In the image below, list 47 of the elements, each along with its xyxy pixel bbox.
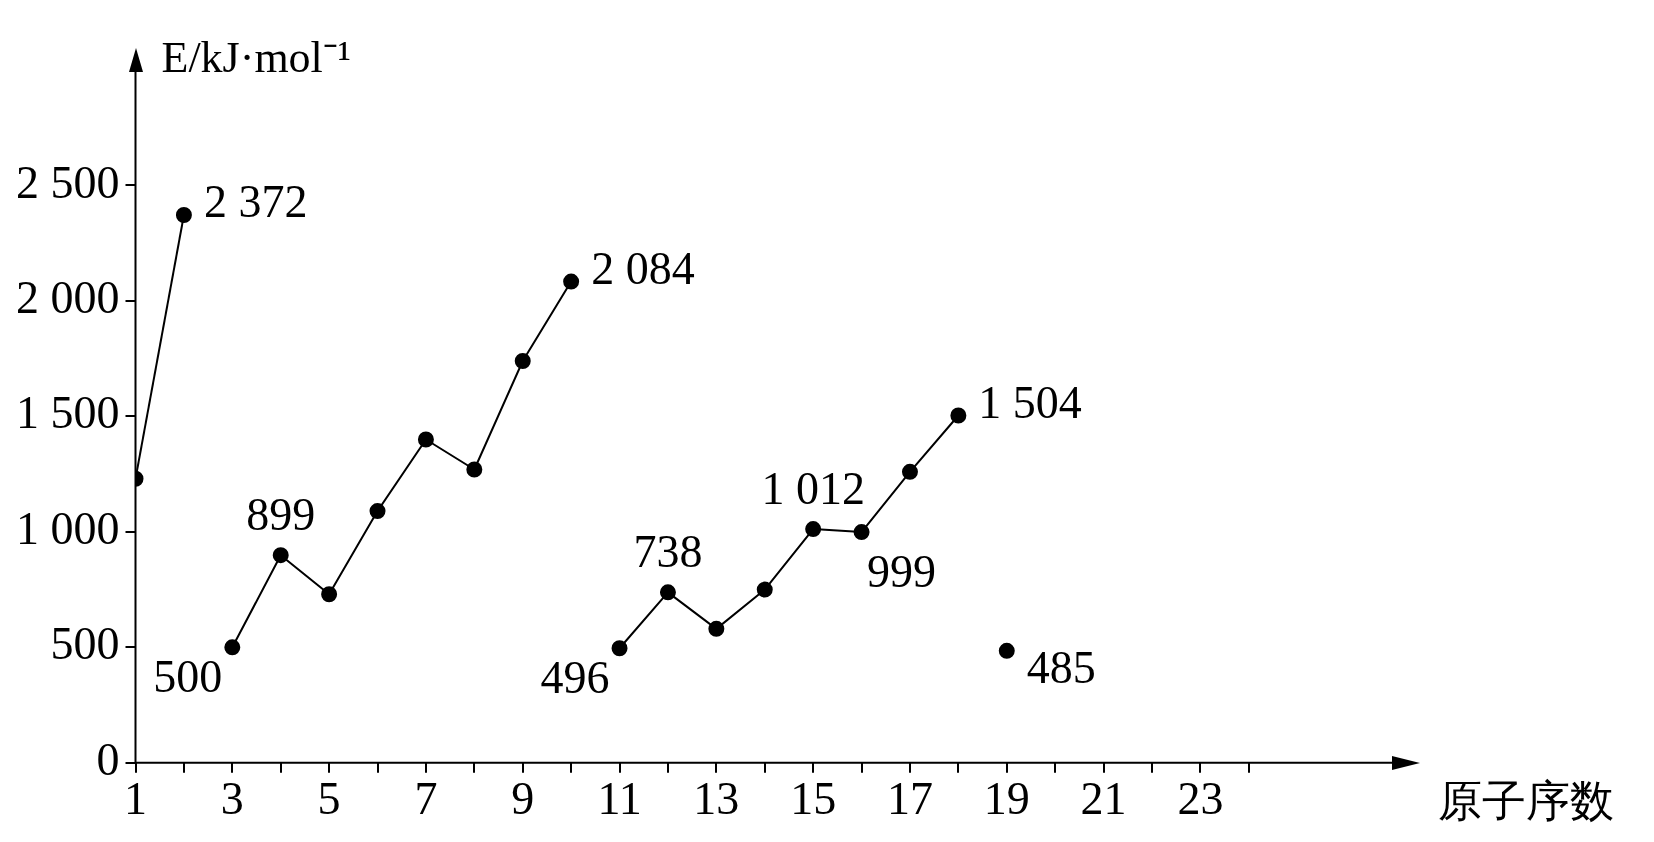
- point: [514, 352, 531, 369]
- point: [998, 642, 1015, 659]
- y-tick-label: 2 500: [16, 156, 120, 208]
- data-label: 500: [153, 651, 223, 703]
- data-label: 496: [540, 652, 610, 704]
- y-tick-label: 1 500: [16, 387, 120, 439]
- data-label: 1 504: [978, 376, 1082, 428]
- x-tick-label: 1: [124, 773, 147, 825]
- x-tick-label: 3: [220, 773, 244, 825]
- point: [901, 463, 918, 480]
- data-label: 2 084: [591, 242, 695, 294]
- point: [853, 524, 870, 541]
- x-tick-label: 9: [511, 773, 535, 825]
- point: [417, 431, 434, 448]
- data-label: 999: [867, 546, 937, 598]
- point: [224, 639, 241, 656]
- data-label: 738: [633, 526, 703, 578]
- y-axis-title: E/kJ·mol⁻¹: [161, 32, 352, 82]
- x-tick-label: 21: [1080, 773, 1127, 825]
- x-tick-label: 15: [790, 773, 837, 825]
- x-tick-label: 11: [597, 773, 642, 825]
- point: [611, 640, 628, 657]
- point: [321, 586, 338, 603]
- x-axis-title: 原子序数: [1438, 777, 1614, 827]
- data-label: 2 372: [203, 176, 308, 228]
- y-tick-label: 2 000: [16, 272, 120, 324]
- x-tick-label: 17: [886, 773, 933, 825]
- y-tick-label: 0: [96, 733, 120, 785]
- x-tick-label: 7: [414, 773, 438, 825]
- point: [369, 503, 386, 520]
- point: [950, 407, 967, 424]
- x-tick-label: 19: [983, 773, 1030, 825]
- point: [272, 547, 289, 564]
- data-label: 899: [246, 489, 316, 541]
- point: [659, 584, 676, 601]
- point: [466, 461, 483, 478]
- data-label: 1 012: [761, 463, 865, 515]
- point: [805, 521, 822, 538]
- y-tick-label: 1 000: [16, 502, 120, 554]
- point: [756, 581, 773, 598]
- point: [708, 620, 725, 637]
- data-label: 485: [1026, 641, 1096, 693]
- y-tick-label: 500: [50, 618, 120, 670]
- x-tick-label: 5: [317, 773, 341, 825]
- x-tick-label: 23: [1177, 773, 1224, 825]
- x-tick-label: 13: [693, 773, 740, 825]
- point: [563, 273, 580, 290]
